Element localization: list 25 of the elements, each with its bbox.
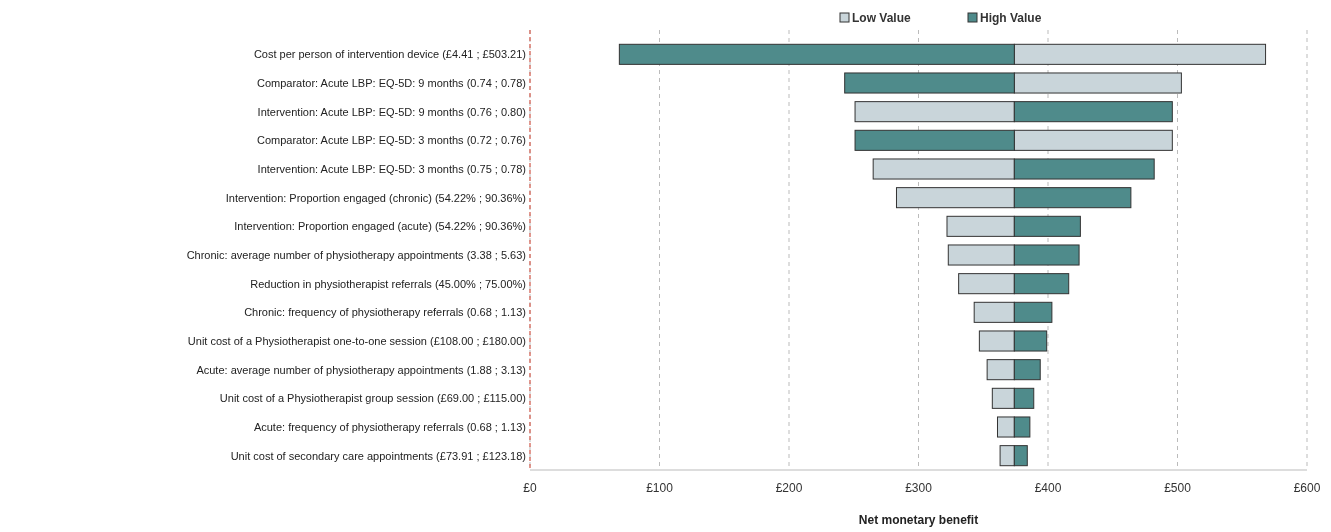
y-tick-label: Comparator: Acute LBP: EQ-5D: 3 months (0.72 ; 0.76): [256, 134, 526, 147]
y-tick-label: Chronic: average number of physiotherapy appointments (3.38 ; 5.63): [186, 248, 526, 261]
y-tick-label: Acute: frequency of physiotherapy referrals (0.68 ; 1.13): [253, 420, 526, 433]
y-tick-label: Unit cost of secondary care appointments (£73.91 ; £123.18): [230, 449, 526, 462]
y-tick-label: Comparator: Acute LBP: EQ-5D: 9 months (0.74 ; 0.78): [256, 76, 526, 89]
x-tick-label: £500: [1164, 481, 1192, 495]
y-tick-label: Acute: average number of physiotherapy appointments (1.88 ; 3.13): [196, 363, 526, 376]
x-tick-label: £200: [775, 481, 803, 495]
y-tick-label: Reduction in physiotherapist referrals (45.00% ; 75.00%): [250, 277, 526, 290]
x-tick-label: £0: [523, 481, 537, 495]
legend-label: Low Value: [852, 11, 912, 25]
y-tick-label: Intervention: Proportion engaged (acute) (54.22% ; 90.36%): [234, 220, 526, 233]
x-tick-label: £600: [1293, 481, 1321, 495]
x-axis-title: Net monetary benefit: [858, 513, 979, 527]
y-tick-label: Unit cost of a Physiotherapist one-to-one session (£108.00 ; £180.00): [187, 334, 526, 347]
y-tick-label: Cost per person of intervention device (£4.41 ; £503.21): [253, 48, 526, 61]
y-tick-label: Intervention: Acute LBP: EQ-5D: 9 months (0.76 ; 0.80): [257, 105, 526, 118]
x-tick-label: £300: [905, 481, 933, 495]
x-tick-label: £400: [1034, 481, 1062, 495]
y-tick-label: Unit cost of a Physiotherapist group session (£69.00 ; £115.00): [219, 392, 526, 405]
legend-label: High Value: [980, 11, 1042, 25]
x-tick-label: £100: [646, 481, 674, 495]
y-tick-label: Intervention: Acute LBP: EQ-5D: 3 months (0.75 ; 0.78): [257, 162, 526, 175]
y-tick-label: Chronic: frequency of physiotherapy referrals (0.68 ; 1.13): [244, 306, 526, 319]
y-tick-label: Intervention: Proportion engaged (chronic) (54.22% ; 90.36%): [225, 191, 526, 204]
